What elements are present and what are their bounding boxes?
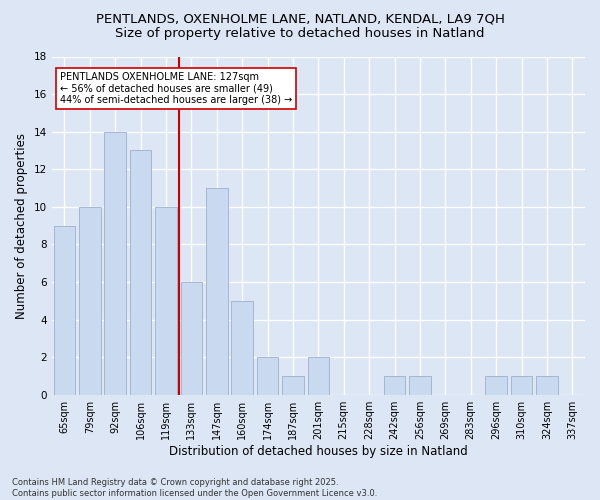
Bar: [384, 376, 406, 394]
Bar: [282, 376, 304, 394]
Bar: [79, 207, 101, 394]
Bar: [511, 376, 532, 394]
Y-axis label: Number of detached properties: Number of detached properties: [15, 132, 28, 318]
Bar: [308, 357, 329, 395]
Text: Contains HM Land Registry data © Crown copyright and database right 2025.
Contai: Contains HM Land Registry data © Crown c…: [12, 478, 377, 498]
Text: PENTLANDS OXENHOLME LANE: 127sqm
← 56% of detached houses are smaller (49)
44% o: PENTLANDS OXENHOLME LANE: 127sqm ← 56% o…: [59, 72, 292, 105]
Bar: [181, 282, 202, 395]
Text: PENTLANDS, OXENHOLME LANE, NATLAND, KENDAL, LA9 7QH: PENTLANDS, OXENHOLME LANE, NATLAND, KEND…: [95, 12, 505, 26]
Bar: [232, 301, 253, 394]
Bar: [257, 357, 278, 395]
Bar: [130, 150, 151, 394]
Bar: [104, 132, 126, 394]
Bar: [409, 376, 431, 394]
Bar: [53, 226, 75, 394]
Bar: [206, 188, 227, 394]
Bar: [155, 207, 177, 394]
X-axis label: Distribution of detached houses by size in Natland: Distribution of detached houses by size …: [169, 444, 468, 458]
Bar: [485, 376, 507, 394]
Text: Size of property relative to detached houses in Natland: Size of property relative to detached ho…: [115, 28, 485, 40]
Bar: [536, 376, 557, 394]
